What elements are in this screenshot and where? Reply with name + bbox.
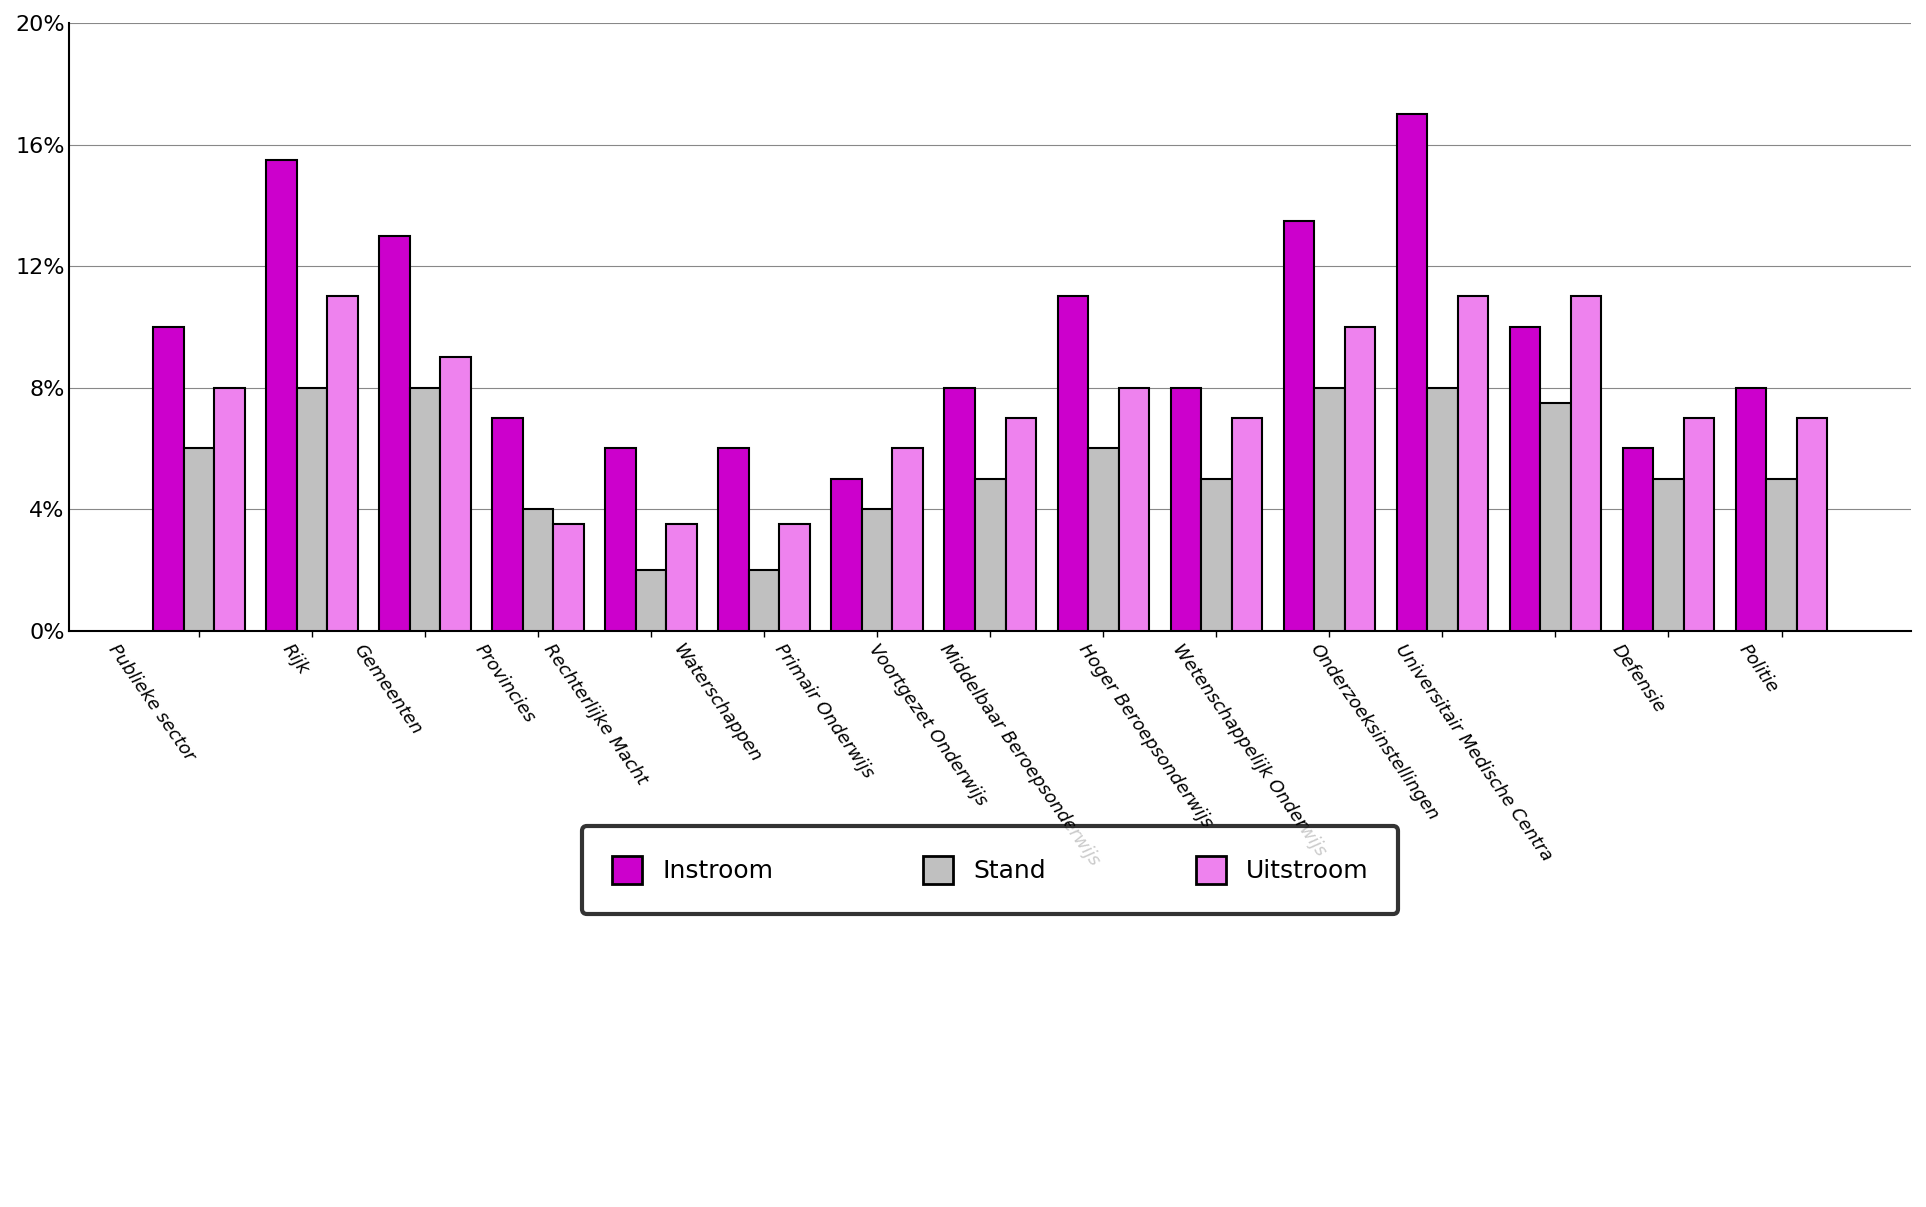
- Bar: [1119, 387, 1150, 631]
- Bar: [1088, 449, 1119, 631]
- Bar: [327, 297, 358, 631]
- Bar: [553, 524, 584, 631]
- Bar: [154, 327, 183, 631]
- Bar: [1458, 297, 1489, 631]
- Bar: [441, 357, 470, 631]
- Bar: [666, 524, 697, 631]
- Bar: [1797, 418, 1828, 631]
- Bar: [1202, 479, 1231, 631]
- Bar: [493, 418, 522, 631]
- Bar: [1683, 418, 1714, 631]
- Bar: [1057, 297, 1088, 631]
- Bar: [1427, 387, 1458, 631]
- Bar: [1653, 479, 1683, 631]
- Bar: [1572, 297, 1601, 631]
- Bar: [749, 570, 780, 631]
- Bar: [832, 479, 863, 631]
- Bar: [522, 509, 553, 631]
- Bar: [1344, 327, 1375, 631]
- Bar: [975, 479, 1005, 631]
- Bar: [183, 449, 214, 631]
- Bar: [892, 449, 923, 631]
- Bar: [944, 387, 975, 631]
- Bar: [410, 387, 441, 631]
- Bar: [780, 524, 811, 631]
- Bar: [379, 235, 410, 631]
- Bar: [1735, 387, 1766, 631]
- Bar: [1624, 449, 1653, 631]
- Bar: [718, 449, 749, 631]
- Bar: [1231, 418, 1262, 631]
- Bar: [1766, 479, 1797, 631]
- Bar: [636, 570, 666, 631]
- Bar: [266, 159, 297, 631]
- Bar: [297, 387, 327, 631]
- Bar: [1510, 327, 1541, 631]
- Bar: [1541, 403, 1572, 631]
- Bar: [863, 509, 892, 631]
- Bar: [1283, 221, 1314, 631]
- Bar: [605, 449, 636, 631]
- Bar: [1396, 115, 1427, 631]
- Bar: [1314, 387, 1344, 631]
- Legend: Instroom, Stand, Uitstroom: Instroom, Stand, Uitstroom: [582, 826, 1398, 915]
- Bar: [1171, 387, 1202, 631]
- Bar: [1005, 418, 1036, 631]
- Bar: [214, 387, 245, 631]
